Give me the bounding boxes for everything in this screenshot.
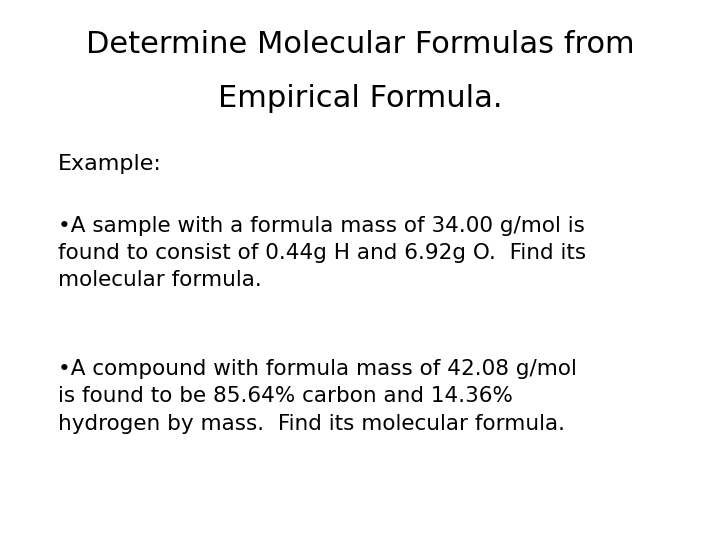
Text: Determine Molecular Formulas from: Determine Molecular Formulas from xyxy=(86,30,634,59)
Text: Example:: Example: xyxy=(58,154,161,174)
Text: •A sample with a formula mass of 34.00 g/mol is
found to consist of 0.44g H and : •A sample with a formula mass of 34.00 g… xyxy=(58,216,586,291)
Text: •A compound with formula mass of 42.08 g/mol
is found to be 85.64% carbon and 14: •A compound with formula mass of 42.08 g… xyxy=(58,359,577,434)
Text: Empirical Formula.: Empirical Formula. xyxy=(217,84,503,113)
